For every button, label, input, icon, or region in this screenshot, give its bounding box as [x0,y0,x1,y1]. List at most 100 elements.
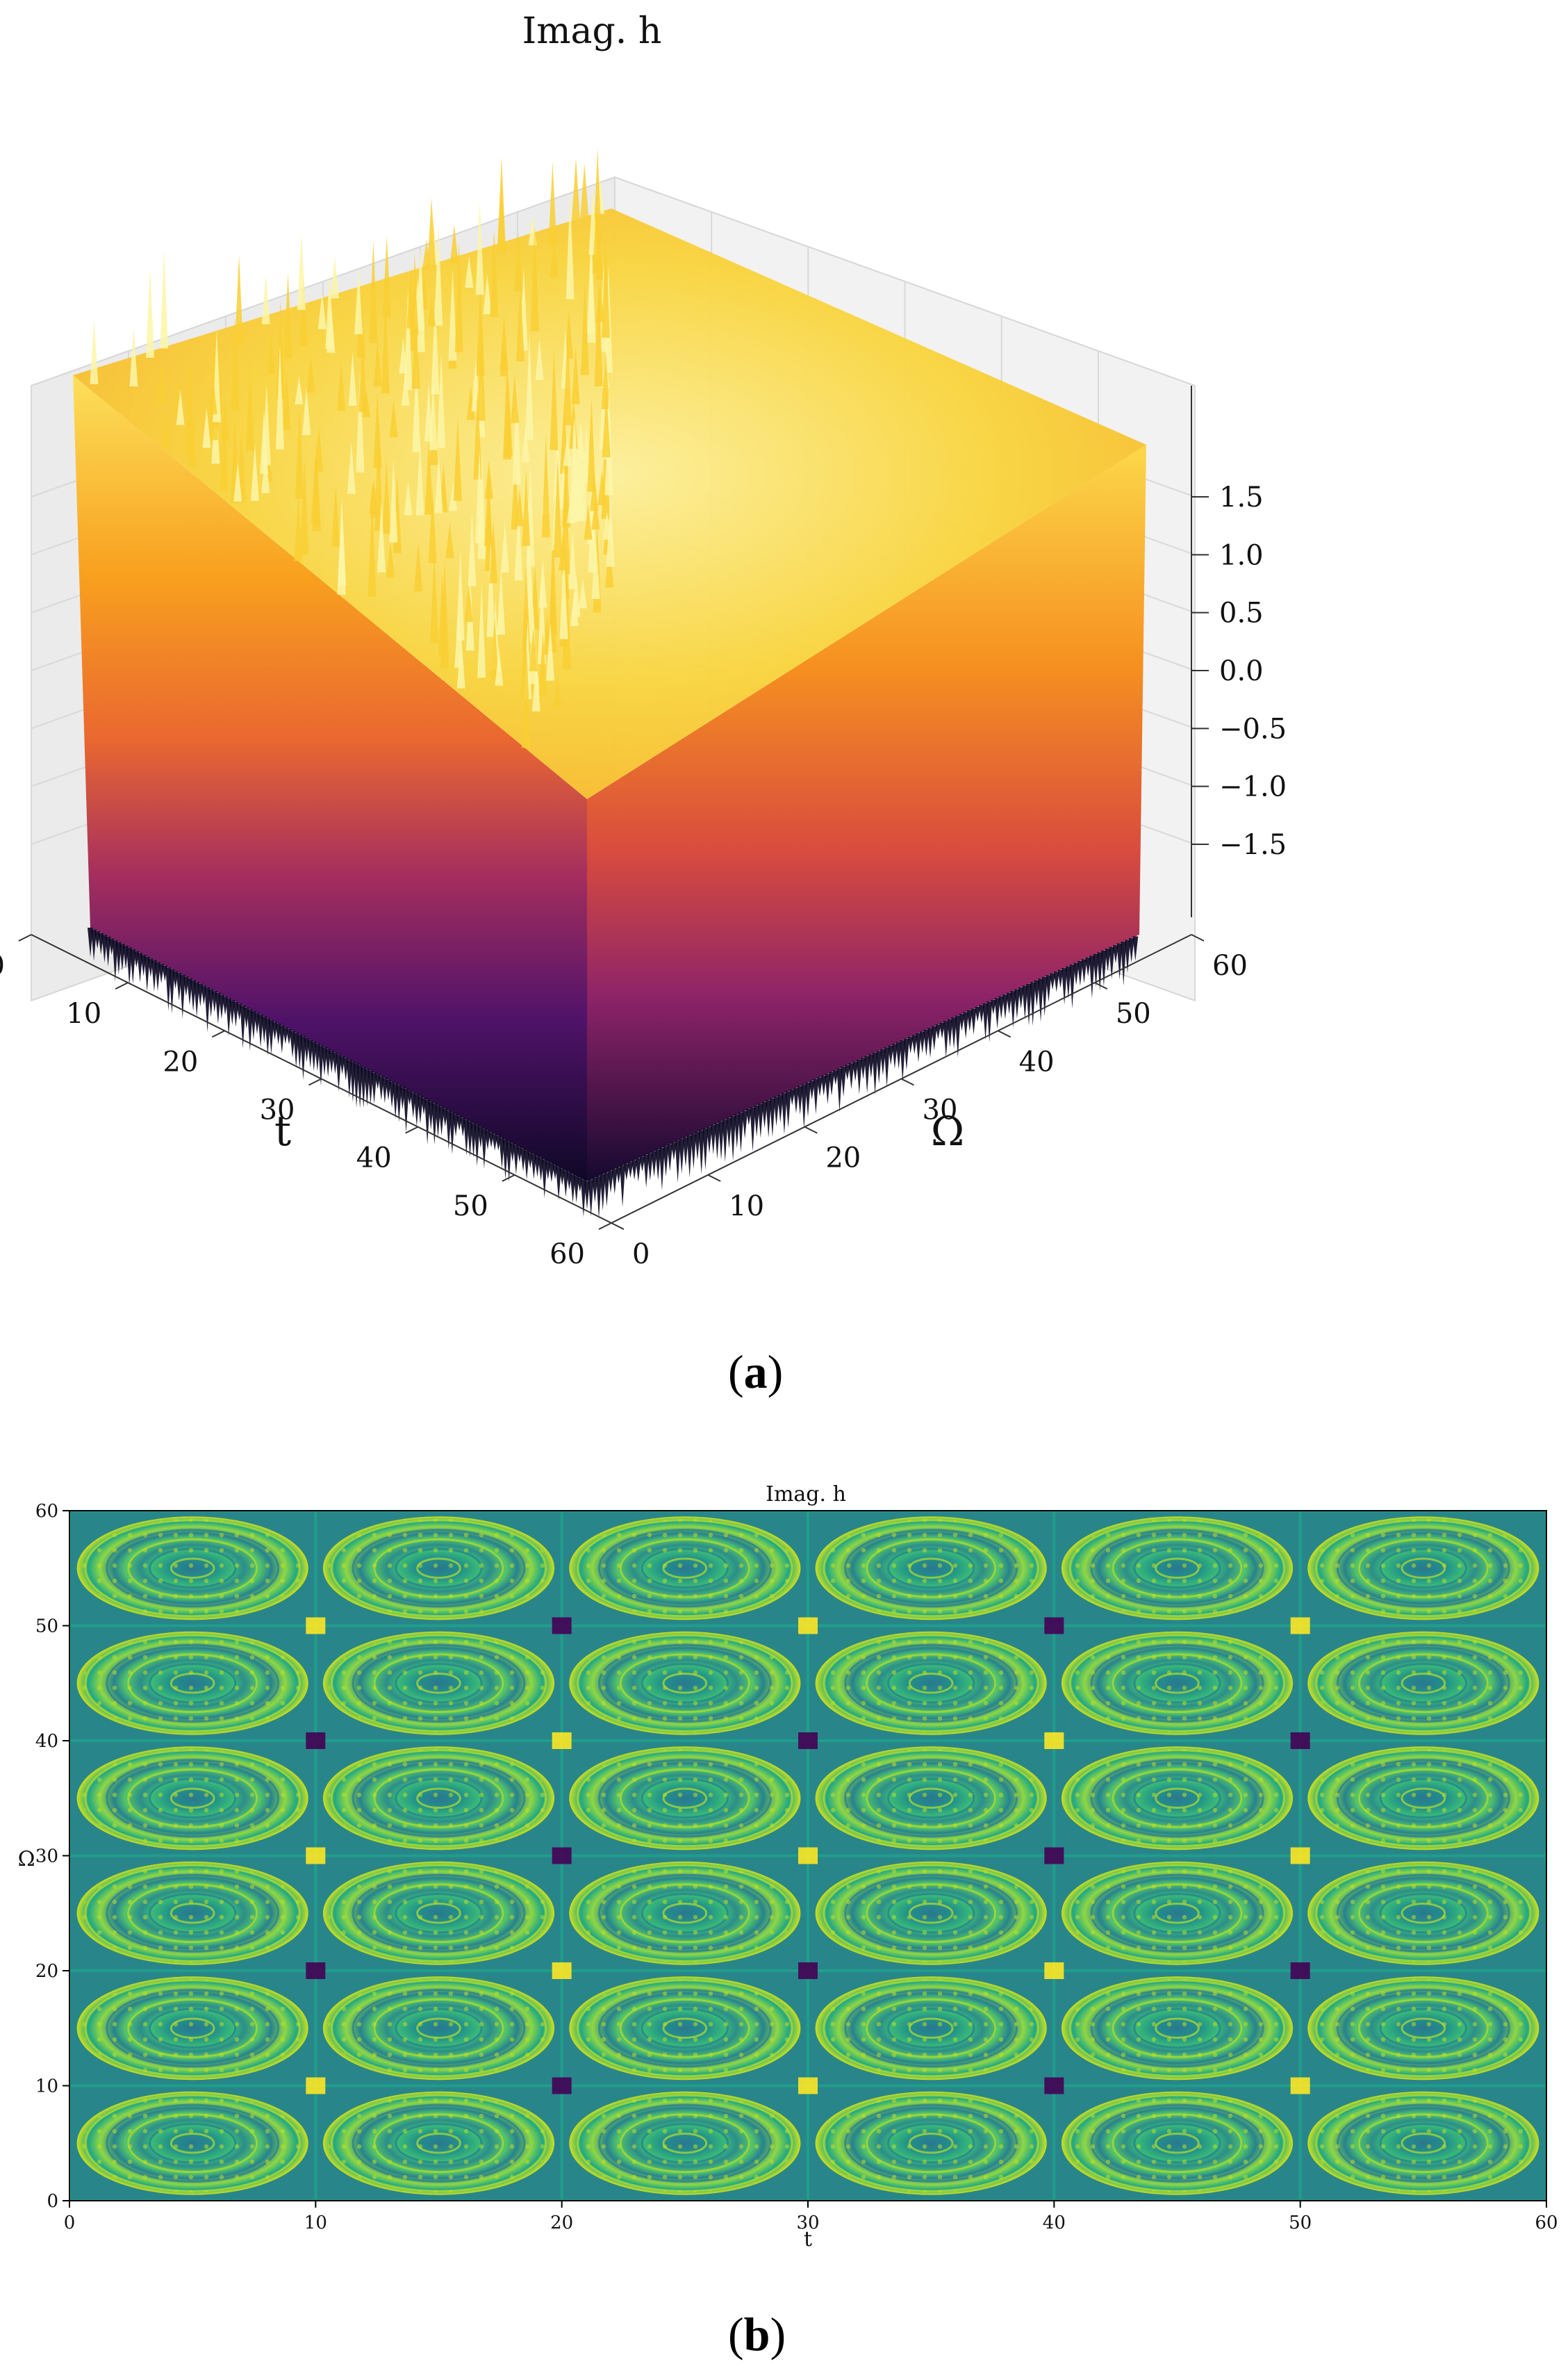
heatmap-dots [1312,1634,1535,1733]
surface-fringe [449,1112,455,1155]
heatmap-junction [1290,1732,1310,1749]
surface-fringe [659,1147,665,1190]
heatmap-dots [328,1634,550,1733]
heatmap-dots [574,1518,796,1618]
y-tick-label: 20 [825,1142,861,1174]
surface-peak [606,496,615,567]
x-tick-label: 30 [796,2213,819,2233]
surface-fringe [1041,976,1048,1016]
surface-fringe [860,1058,866,1079]
surface-peak [454,242,463,352]
surface-fringe [742,1110,748,1139]
surface-peak [570,591,579,627]
surface-fringe [1128,938,1134,963]
surface-peak [468,511,477,586]
surface-peak [161,417,170,448]
surface-fringe [144,956,150,992]
surface-peak [145,268,154,358]
surface-peak [448,268,457,361]
heatmap-dots [81,1634,304,1733]
heatmap-dots [1066,1978,1288,2078]
heatmap-junction [1044,1732,1064,1749]
surface-fringe [682,1137,688,1167]
surface-fringe [986,1001,993,1042]
surface-peak [356,368,365,473]
x-tick-mark [405,1126,419,1134]
y-tick-label: 50 [1116,998,1151,1030]
surface-fringe [600,1174,606,1211]
surface-fringe [667,1144,673,1172]
surface-fringe [868,1054,874,1078]
surface-peak [315,427,324,472]
y-tick-mark [804,1126,818,1134]
surface-fringe [773,1097,779,1126]
surface-peak [382,236,391,318]
surface-peak [373,393,382,468]
surface-fringe [115,942,122,975]
surface-fringe [1053,971,1059,992]
heatmap-dots [1312,1864,1535,1963]
z-tick-label: −1.0 [1219,771,1287,803]
surface-fringe [1105,949,1111,971]
chart-a-xlabel: t [274,1107,291,1156]
surface-fringe [829,1072,835,1096]
surface-peak [386,541,395,578]
surface-fringe [951,1017,957,1049]
surface-fringe [793,1088,799,1114]
surface-peak [587,398,596,492]
surface-fringe [413,1094,420,1127]
surface-fringe [947,1019,953,1048]
heatmap-junction [798,1617,818,1634]
surface-fringe [1121,942,1127,986]
surface-fringe [573,1176,579,1203]
surface-fringe [1093,953,1099,987]
y-tick-mark [1094,982,1108,990]
surface-peak [499,314,509,371]
surface-peak [515,489,525,526]
surface-peak [514,504,523,581]
surface-peak [428,490,437,564]
surface-peak [306,355,315,393]
surface-peak [233,461,242,502]
surface-peak [570,418,579,498]
heatmap-junction [798,1732,818,1749]
surface-peak [559,550,568,639]
heatmap-junction [798,2077,818,2094]
surface-peak [245,365,254,451]
surface-fringe [959,1014,965,1031]
surface-fringe [643,1154,650,1188]
heatmap-dots [1066,1748,1288,1848]
heatmap-dots [1066,1864,1288,1963]
surface-peak [382,458,391,534]
z-tick-label: 0.5 [1219,598,1264,630]
surface-peak [473,388,482,480]
y-tick-label: 30 [923,1094,958,1126]
z-tick-label: −1.5 [1219,829,1287,861]
heatmap-junction [552,2077,572,2094]
surface-fringe [218,994,224,1019]
surface-peak [512,379,521,485]
surface-peak [261,452,270,493]
heatmap-junction [306,1962,326,1979]
surface-peak [406,269,415,329]
surface-fringe [971,1008,977,1035]
surface-peak [475,202,484,295]
surface-peak [208,377,217,415]
y-tick-label: 10 [729,1190,764,1222]
surface-fringe [801,1084,807,1130]
surface-peak [297,233,306,310]
surface-peak [449,224,459,263]
x-tick-label: 20 [550,2213,573,2233]
surface-peak [550,240,559,278]
heatmap-dots [81,1864,304,1963]
surface-peak [411,320,420,389]
surface-fringe [233,1001,239,1027]
surface-peak [515,284,525,362]
surface-peak [404,288,413,391]
heatmap-junction [1044,1962,1064,1979]
surface-fringe [155,962,161,992]
surface-peak [476,281,485,376]
surface-peak [427,197,436,266]
surface-fringe [916,1033,921,1062]
heatmap-dots [820,1748,1042,1848]
